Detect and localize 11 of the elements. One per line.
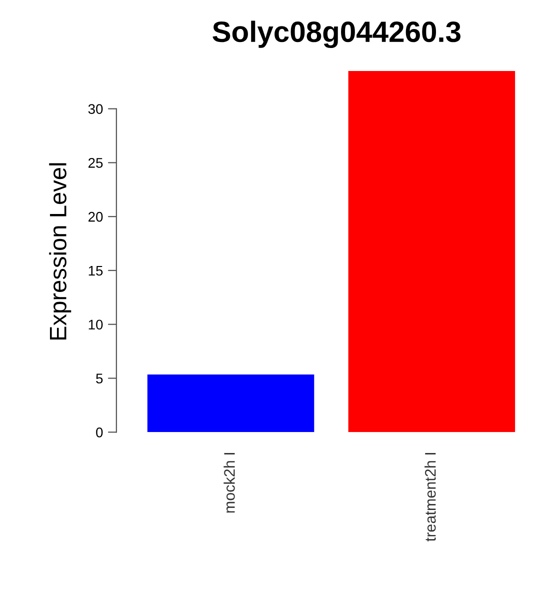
y-tick-label: 30: [88, 104, 103, 114]
y-tick-label: 10: [88, 320, 103, 330]
y-tick-label: 20: [88, 212, 103, 222]
y-tick-label: 15: [88, 266, 103, 276]
y-axis-title: Expression Level: [49, 163, 72, 340]
chart-title: Solyc08g044260.3: [212, 20, 460, 48]
y-tick-label: 0: [96, 427, 103, 438]
x-tick-label: mock2h I: [224, 453, 235, 513]
y-tick-label: 25: [88, 158, 103, 168]
y-tick-label: 5: [96, 374, 103, 384]
x-tick-label: treatment2h I: [424, 453, 436, 542]
